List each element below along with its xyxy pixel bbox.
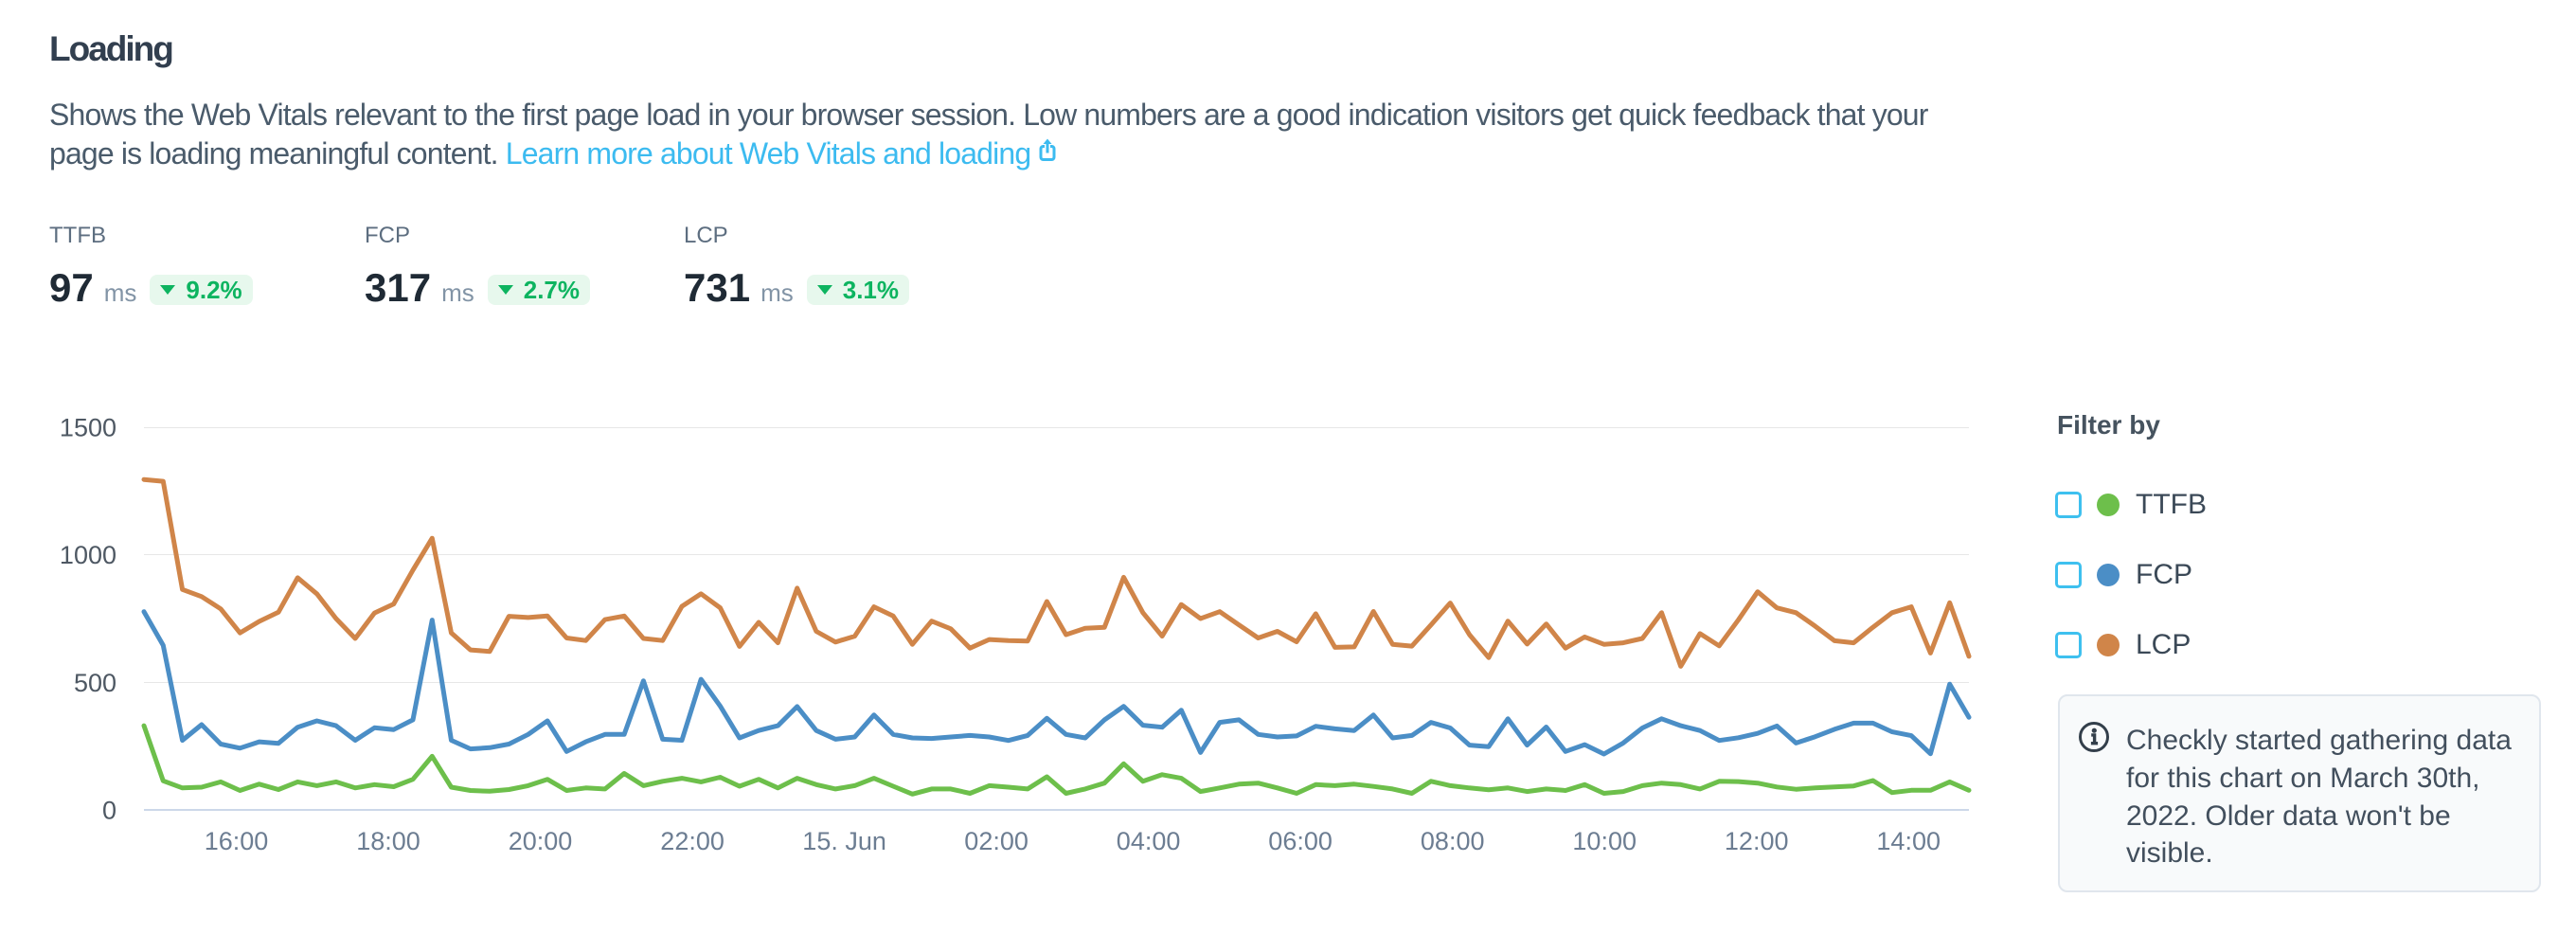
svg-text:15. Jun: 15. Jun — [802, 827, 886, 855]
svg-text:1500: 1500 — [60, 414, 116, 442]
svg-text:500: 500 — [74, 669, 116, 697]
svg-text:06:00: 06:00 — [1268, 827, 1333, 855]
svg-text:10:00: 10:00 — [1572, 827, 1637, 855]
svg-text:18:00: 18:00 — [356, 827, 420, 855]
svg-text:0: 0 — [102, 797, 116, 825]
svg-text:08:00: 08:00 — [1421, 827, 1485, 855]
svg-text:12:00: 12:00 — [1725, 827, 1789, 855]
svg-text:04:00: 04:00 — [1117, 827, 1181, 855]
svg-text:1000: 1000 — [60, 541, 116, 569]
svg-text:02:00: 02:00 — [964, 827, 1029, 855]
svg-text:20:00: 20:00 — [509, 827, 573, 855]
svg-text:16:00: 16:00 — [205, 827, 269, 855]
svg-text:22:00: 22:00 — [660, 827, 724, 855]
svg-text:14:00: 14:00 — [1876, 827, 1941, 855]
